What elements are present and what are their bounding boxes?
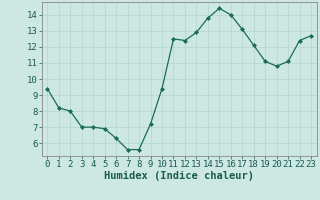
X-axis label: Humidex (Indice chaleur): Humidex (Indice chaleur) (104, 171, 254, 181)
